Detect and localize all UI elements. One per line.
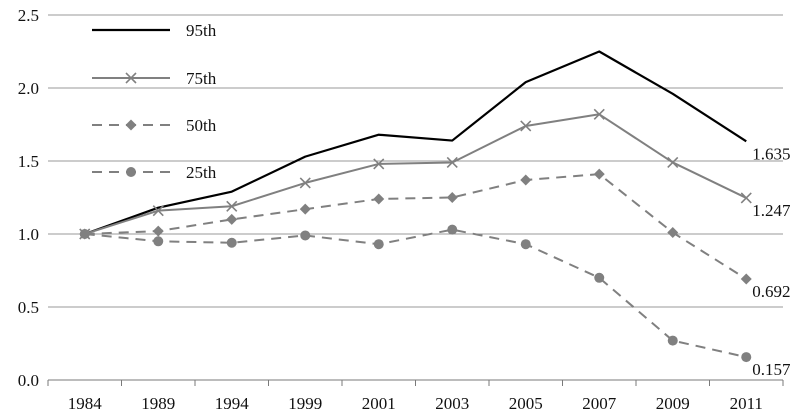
x-tick-label: 2003 — [435, 394, 469, 413]
series-50th — [79, 168, 752, 285]
y-tick-label: 0.5 — [18, 298, 39, 317]
legend-label: 95th — [186, 21, 217, 40]
data-point-75th — [740, 192, 752, 204]
legend-marker — [125, 72, 137, 84]
series-group — [79, 50, 752, 363]
x-tick-label: 2001 — [362, 394, 396, 413]
data-point-50th — [520, 174, 532, 186]
data-point-50th — [373, 193, 385, 205]
data-point-75th — [446, 156, 458, 169]
data-point-25th — [79, 229, 90, 239]
data-point-75th — [667, 156, 679, 169]
data-point-25th — [667, 335, 678, 346]
x-tick-label: 2007 — [582, 394, 617, 413]
x-tick-label: 1984 — [68, 394, 103, 413]
end-label-25th: 0.157 — [752, 360, 791, 379]
data-point-75th — [226, 200, 238, 212]
data-point-50th — [226, 213, 238, 225]
data-point-50th — [667, 227, 679, 239]
y-tick-label: 1.5 — [18, 152, 39, 171]
legend: 95th 75th 50th 25th — [92, 21, 217, 182]
data-point-75th — [520, 120, 532, 132]
legend-marker — [125, 119, 137, 131]
data-point-25th — [373, 239, 384, 250]
series-line-95th — [84, 50, 747, 236]
legend-item-25th: 25th — [92, 163, 217, 182]
y-tick-label: 0.0 — [18, 371, 39, 390]
data-point-75th — [152, 205, 164, 217]
data-point-25th — [447, 224, 458, 235]
x-tick-label: 2011 — [730, 394, 763, 413]
legend-marker — [126, 167, 136, 177]
legend-label: 75th — [186, 69, 217, 88]
data-point-75th — [299, 177, 311, 189]
series-75th — [79, 108, 752, 240]
series-95th — [84, 50, 747, 236]
end-labels: 1.635 1.247 0.692 0.157 — [752, 144, 791, 379]
y-tick-label: 1.0 — [18, 225, 39, 244]
data-point-75th — [373, 158, 385, 170]
data-point-50th — [593, 168, 605, 180]
data-point-50th — [152, 225, 164, 237]
series-25th — [79, 224, 752, 363]
data-point-50th — [446, 192, 458, 203]
series-line-50th — [84, 173, 747, 280]
legend-item-95th: 95th — [92, 21, 217, 40]
legend-item-75th: 75th — [92, 69, 217, 88]
end-label-95th: 1.635 — [752, 144, 790, 163]
x-tick-label: 1999 — [288, 394, 322, 413]
axes: 0.0 0.5 1.0 1.5 2.0 2.5 1984 1989 1994 1999 2001 20… — [18, 6, 784, 413]
data-point-25th — [741, 352, 752, 363]
series-line-75th — [84, 113, 747, 235]
y-tick-label: 2.0 — [18, 79, 39, 98]
legend-label: 50th — [186, 116, 217, 135]
x-tick-label: 1994 — [215, 394, 250, 413]
data-point-25th — [520, 239, 531, 250]
series-line-25th — [84, 228, 747, 359]
end-label-50th: 0.692 — [752, 282, 790, 301]
data-point-75th — [593, 108, 605, 120]
x-tick-label: 2009 — [656, 394, 690, 413]
x-tick-label: 1989 — [141, 394, 175, 413]
end-label-75th: 1.247 — [752, 201, 791, 220]
grid — [48, 14, 783, 381]
y-tick-label: 2.5 — [18, 6, 39, 25]
data-point-25th — [226, 237, 237, 248]
data-point-25th — [300, 230, 311, 241]
legend-item-50th: 50th — [92, 116, 217, 135]
data-point-50th — [740, 273, 752, 285]
data-point-25th — [594, 272, 605, 283]
legend-label: 25th — [186, 163, 217, 182]
x-tick-label: 2005 — [509, 394, 543, 413]
data-point-25th — [153, 236, 164, 247]
data-point-50th — [299, 203, 311, 215]
